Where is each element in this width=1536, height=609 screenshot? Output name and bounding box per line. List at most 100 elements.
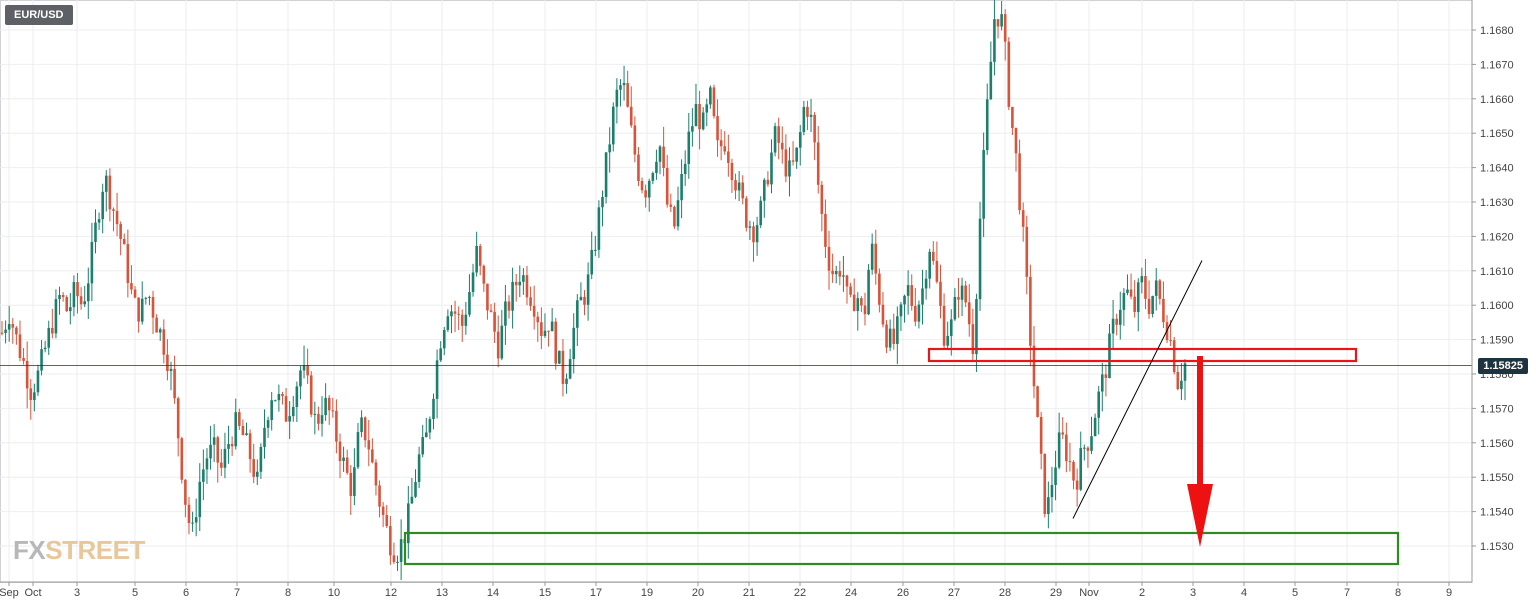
candle-body: [194, 517, 198, 523]
candle-body: [712, 87, 716, 117]
candle-body: [1172, 340, 1176, 372]
candle-body: [187, 504, 191, 524]
candle-body: [705, 104, 709, 113]
x-tick-label: 28: [999, 587, 1011, 599]
candle-body: [860, 298, 863, 306]
candle-body: [151, 296, 155, 318]
candle-body: [396, 561, 399, 563]
candle-body: [615, 89, 619, 107]
candle-body: [532, 305, 536, 317]
candle-body: [576, 300, 579, 328]
candle-body: [453, 311, 457, 314]
candle-body: [198, 481, 202, 518]
candle-body: [255, 471, 259, 477]
candle-body: [874, 243, 878, 274]
candle-body: [1093, 417, 1097, 437]
candle-body: [460, 314, 464, 326]
candle-body: [173, 368, 176, 399]
candle-body: [428, 419, 432, 433]
y-tick-label: 1.1590: [1480, 335, 1514, 347]
x-tick-label: 9: [1446, 587, 1452, 599]
candle-body: [914, 306, 917, 322]
candle-body: [939, 281, 942, 306]
candle-body: [899, 304, 903, 317]
x-tick-label: 20: [692, 587, 704, 599]
candle-body: [65, 297, 69, 312]
candle-body: [122, 238, 126, 245]
resistance-zone-box: [927, 347, 1358, 363]
candle-body: [309, 375, 313, 415]
y-tick-label: 1.1620: [1480, 231, 1514, 243]
candle-body: [1047, 497, 1050, 514]
candle-body: [1043, 453, 1047, 514]
candle-body: [683, 163, 687, 175]
x-tick-label: 8: [1395, 587, 1401, 599]
candle-body: [1100, 374, 1104, 392]
candle-body: [633, 125, 637, 155]
candle-body: [1147, 298, 1151, 314]
candle-body: [356, 432, 360, 468]
candle-body: [248, 433, 252, 460]
candle-body: [878, 273, 881, 305]
current-price-label: 1.15825: [1478, 358, 1528, 374]
candle-body: [191, 522, 194, 524]
x-tick-label: 22: [794, 587, 806, 599]
candle-body: [133, 289, 137, 298]
candle-body: [417, 454, 421, 482]
candle-body: [655, 161, 658, 174]
candle-body: [58, 294, 61, 300]
candle-body: [238, 412, 241, 426]
candle-body: [273, 400, 277, 402]
candle-body: [852, 294, 856, 311]
candle-body: [806, 106, 809, 117]
candles: [0, 0, 1187, 580]
candle-body: [216, 437, 220, 463]
candle-body: [399, 539, 403, 562]
candle-body: [892, 328, 896, 344]
trendline: [1072, 260, 1203, 519]
candle-body: [1029, 276, 1032, 346]
candle-body: [673, 206, 676, 227]
candle-body: [493, 311, 496, 332]
candle-body: [813, 114, 816, 143]
candle-body: [554, 321, 558, 364]
y-tick-label: 1.1630: [1480, 197, 1514, 209]
candle-body: [220, 462, 223, 468]
candle-body: [942, 305, 946, 346]
candle-body: [935, 260, 939, 282]
candle-body: [849, 286, 852, 295]
x-tick-label: 13: [436, 587, 448, 599]
candle-body: [1014, 127, 1018, 154]
candle-body: [647, 180, 651, 198]
candle-body: [824, 213, 827, 247]
x-tick-label: 10: [328, 587, 340, 599]
candle-body: [252, 459, 256, 477]
candle-body: [745, 198, 748, 228]
candle-body: [834, 271, 838, 275]
candle-body: [36, 370, 40, 393]
logo-fx: FX: [13, 535, 46, 565]
x-tick-label: 8: [285, 587, 291, 599]
candle-body: [345, 457, 349, 473]
candle-body: [543, 330, 547, 337]
candle-body: [353, 467, 356, 496]
candle-body: [478, 246, 482, 266]
candle-body: [619, 85, 622, 90]
candle-body: [29, 388, 33, 400]
candle-body: [691, 126, 694, 132]
x-tick-label: 6: [183, 587, 189, 599]
candle-body: [176, 398, 180, 439]
x-tick-label: 4: [1241, 587, 1247, 599]
candle-body: [565, 378, 568, 384]
candle-body: [910, 285, 914, 307]
candle-body: [144, 297, 148, 299]
candle-body: [241, 425, 245, 436]
candle-body: [486, 283, 489, 311]
candle-body: [536, 316, 540, 323]
candle-body: [234, 412, 238, 447]
candle-body: [1144, 276, 1147, 299]
candle-body: [496, 331, 500, 359]
candle-body: [130, 283, 133, 290]
candle-body: [288, 416, 291, 422]
candle-body: [450, 311, 453, 317]
